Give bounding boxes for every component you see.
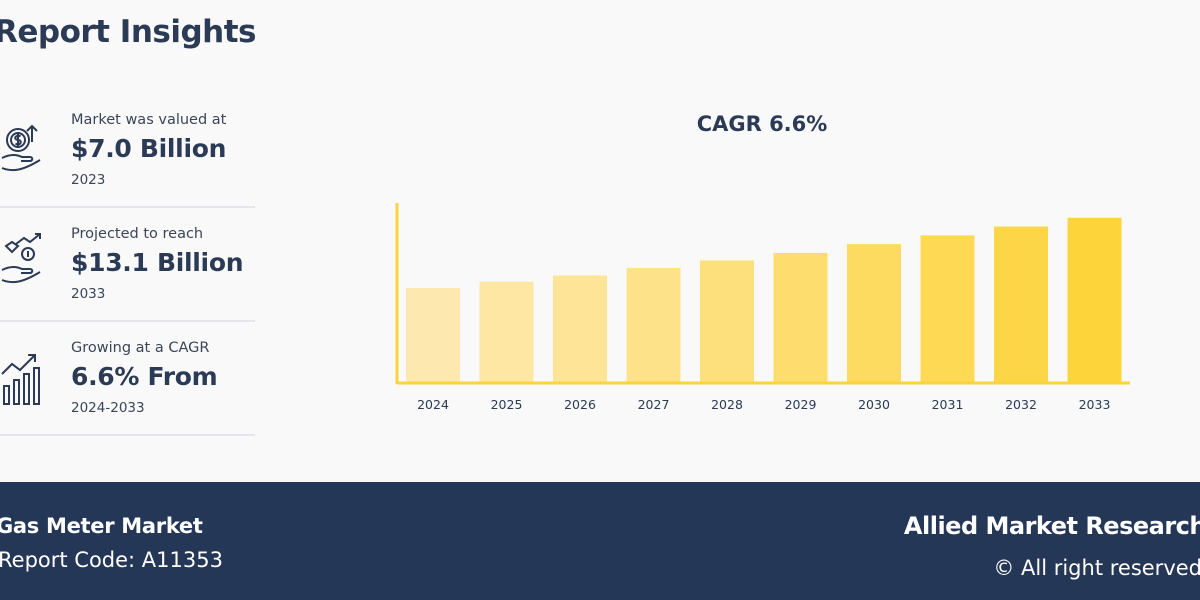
x-tick-label: 2029 <box>785 397 817 412</box>
copyright: © All right reserved <box>993 556 1200 580</box>
growth-hand-icon <box>1 233 41 284</box>
x-tick-label: 2026 <box>564 397 596 412</box>
x-tick-label: 2025 <box>491 397 523 412</box>
stat-market-value: Market was valued at $7.0 Billion 2023 <box>0 94 255 208</box>
stat-label: Market was valued at <box>71 112 227 128</box>
bar-2024 <box>406 287 460 382</box>
x-tick-label: 2024 <box>417 397 449 412</box>
bar-growth-icon <box>1 354 40 405</box>
stat-label: Projected to reach <box>71 226 204 242</box>
stat-projected-value: Projected to reach $13.1 Billion 2033 <box>0 208 255 322</box>
stat-value: $7.0 Billion <box>71 134 227 163</box>
bar-2030 <box>847 244 901 382</box>
page-title: Report Insights <box>0 14 257 50</box>
bar-2031 <box>920 235 975 382</box>
stat-year: 2033 <box>71 286 106 302</box>
chart-title: CAGR 6.6% <box>697 112 828 136</box>
report-code: Report Code: A11353 <box>0 548 223 572</box>
x-tick-label: 2032 <box>1005 397 1037 412</box>
market-name: Gas Meter Market <box>0 514 203 538</box>
bar-2033 <box>1067 217 1122 382</box>
stat-cagr: Growing at a CAGR 6.6% From 2024-2033 <box>0 322 255 436</box>
x-tick-label: 2030 <box>858 397 890 412</box>
bar-2029 <box>773 252 828 382</box>
footer: Gas Meter Market Report Code: A11353 All… <box>0 482 1200 600</box>
x-tick-label: 2028 <box>711 397 743 412</box>
stat-value: 6.6% From <box>71 362 218 391</box>
stat-value: $13.1 Billion <box>71 248 244 277</box>
money-hand-icon <box>1 124 41 172</box>
bar-2025 <box>479 281 534 382</box>
bar-2027 <box>626 267 681 382</box>
stat-year: 2023 <box>71 172 106 188</box>
x-tick-label: 2027 <box>638 397 670 412</box>
x-tick-label: 2031 <box>932 397 964 412</box>
bar-2032 <box>994 226 1048 382</box>
stat-year: 2024-2033 <box>71 400 145 416</box>
stat-label: Growing at a CAGR <box>71 340 210 356</box>
brand-name: Allied Market Research <box>903 512 1200 540</box>
x-tick-label: 2033 <box>1079 397 1111 412</box>
stats-panel: Market was valued at $7.0 Billion 2023 P… <box>0 94 255 436</box>
bar-2026 <box>553 275 607 382</box>
bar-2028 <box>700 260 754 382</box>
cagr-bar-chart: CAGR 6.6% 2024 2025 2026 2027 2028 2029 2030 20… <box>395 112 1130 412</box>
